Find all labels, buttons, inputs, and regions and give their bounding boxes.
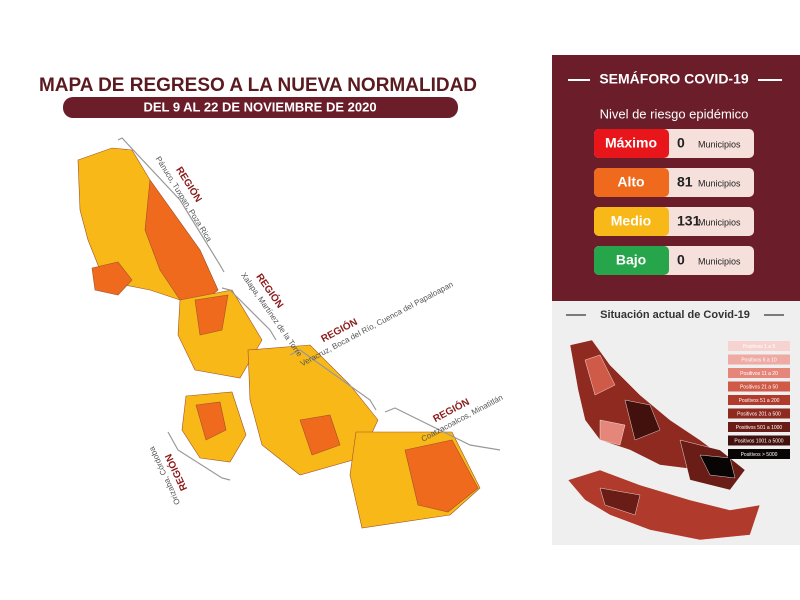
legend-swatch bbox=[728, 422, 790, 432]
level-pill bbox=[594, 168, 669, 197]
level-pill bbox=[594, 246, 669, 275]
levels: Máximo 0 Municipios Alto 81 Municipios Medio 13… bbox=[594, 129, 754, 275]
level-unit: Municipios bbox=[698, 217, 741, 227]
legend-swatch bbox=[728, 395, 790, 405]
legend: Positivos 1 a 5 Positivos 6 a 10 Positivos… bbox=[728, 341, 790, 459]
level-pill bbox=[594, 207, 669, 236]
legend-label: Positivos 21 a 50 bbox=[740, 384, 778, 390]
situacion-map bbox=[567, 339, 761, 541]
legend-label: Positivos 51 a 200 bbox=[739, 398, 780, 404]
title: MAPA DE REGRESO A LA NUEVA NORMALIDAD bbox=[39, 75, 477, 96]
legend-swatch bbox=[728, 354, 790, 365]
legend-label: Positivos 501 a 1000 bbox=[736, 425, 783, 431]
legend-label: Positivos > 5000 bbox=[741, 452, 778, 458]
legend-label: Positivos 1 a 5 bbox=[743, 344, 776, 350]
level-count: 0 bbox=[677, 135, 685, 151]
level-count: 81 bbox=[677, 174, 693, 190]
legend-label: Positivos 11 a 20 bbox=[740, 371, 778, 377]
semaforo-title: SEMÁFORO COVID-19 bbox=[599, 71, 749, 87]
subtitle: DEL 9 AL 22 DE NOVIEMBRE DE 2020 bbox=[143, 99, 376, 114]
legend-label: Positivos 6 a 10 bbox=[741, 357, 777, 363]
level-pill bbox=[594, 129, 669, 158]
legend-swatch bbox=[728, 381, 790, 392]
subtitle-pill bbox=[63, 97, 458, 118]
level-count: 0 bbox=[677, 252, 685, 268]
level-unit: Municipios bbox=[698, 139, 741, 149]
level-name: Bajo bbox=[616, 252, 646, 268]
legend-swatch bbox=[728, 368, 790, 378]
state-map bbox=[77, 147, 481, 529]
situacion-title: Situación actual de Covid-19 bbox=[600, 309, 750, 321]
legend-label: Positivos 1001 a 5000 bbox=[734, 438, 783, 444]
legend-swatch bbox=[728, 408, 790, 419]
level-name: Máximo bbox=[605, 135, 657, 151]
region-brackets bbox=[117, 137, 501, 481]
level-name: Alto bbox=[617, 174, 644, 190]
level-name: Medio bbox=[611, 213, 651, 229]
legend-swatch bbox=[728, 341, 790, 351]
level-unit: Municipios bbox=[698, 178, 741, 188]
semaforo-subtitle: Nivel de riesgo epidémico bbox=[600, 106, 749, 121]
legend-label: Positivos 201 a 500 bbox=[737, 411, 781, 417]
legend-swatch bbox=[728, 449, 790, 459]
level-count: 131 bbox=[677, 213, 701, 229]
level-unit: Municipios bbox=[698, 256, 741, 266]
legend-swatch bbox=[728, 435, 790, 446]
